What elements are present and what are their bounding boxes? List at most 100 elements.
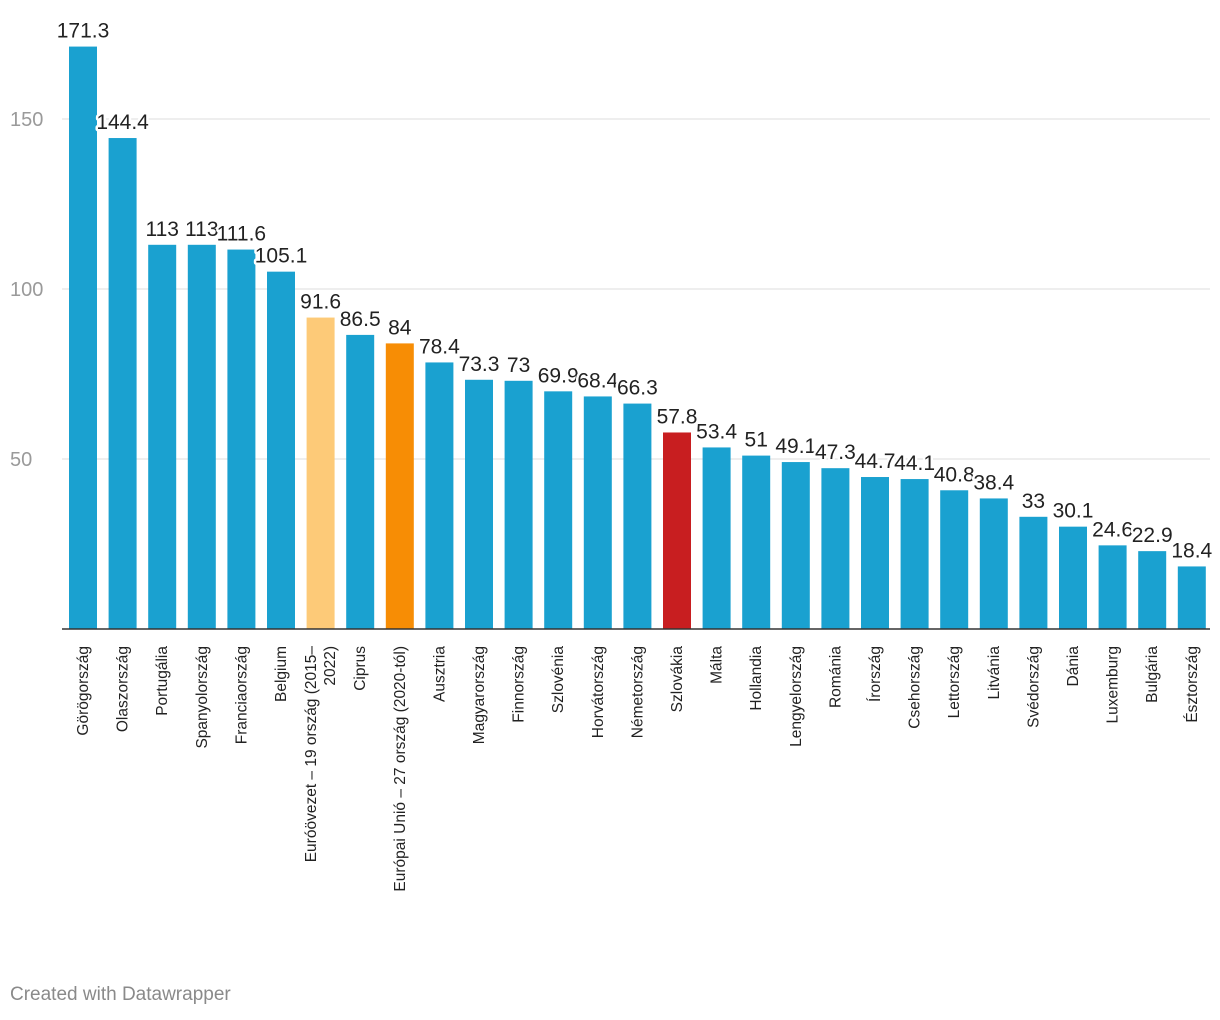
x-tick-label-line: Lettország xyxy=(946,646,963,718)
x-tick-label-line: Csehország xyxy=(907,646,924,729)
value-label: 78.4 xyxy=(419,335,460,358)
x-tick-label: Portugália xyxy=(154,646,171,716)
bar-2[interactable] xyxy=(108,138,137,630)
value-label: 69.9 xyxy=(538,364,579,387)
value-label: 53.4 xyxy=(696,420,737,443)
x-tick-label-line: Hollandia xyxy=(748,646,765,711)
bar-29[interactable] xyxy=(1177,566,1206,629)
x-tick-label: Olaszország xyxy=(115,646,132,732)
value-label: 171.3 xyxy=(57,20,110,43)
bar-10[interactable] xyxy=(425,362,454,629)
x-tick-label-line: Ausztria xyxy=(431,646,448,702)
bars xyxy=(69,46,1206,630)
y-tick-label: 50 xyxy=(10,449,32,471)
value-label: 40.8 xyxy=(934,463,975,486)
x-tick-label-line: Európai Unió – 27 ország (2020-tól) xyxy=(392,646,409,892)
x-tick-label-line: Magyarország xyxy=(471,646,488,744)
value-label: 105.1 xyxy=(255,245,308,268)
x-tick-label-line: Svédország xyxy=(1025,646,1042,728)
bar-19[interactable] xyxy=(781,462,810,629)
bar-20[interactable] xyxy=(821,468,850,629)
x-tick-label: Szlovákia xyxy=(669,646,686,713)
value-label: 84 xyxy=(388,316,412,339)
value-label: 66.3 xyxy=(617,377,658,400)
bar-12[interactable] xyxy=(504,380,533,629)
x-tick-label: Németország xyxy=(629,646,646,738)
x-tick-label-line: Írország xyxy=(867,646,884,702)
value-label: 73 xyxy=(507,354,530,377)
value-label: 113 xyxy=(145,218,178,241)
x-tick-label-line: Olaszország xyxy=(115,646,132,732)
x-tick-label-line: Euróövezet – 19 ország (2015– xyxy=(303,646,320,863)
x-tick-label-line: Portugália xyxy=(154,646,171,716)
x-tick-label-line: Szlovákia xyxy=(669,646,686,713)
bar-13[interactable] xyxy=(544,391,573,629)
bar-15[interactable] xyxy=(623,403,652,629)
value-label: 22.9 xyxy=(1132,524,1173,547)
bar-9[interactable] xyxy=(385,343,414,629)
bar-26[interactable] xyxy=(1059,526,1087,629)
value-label: 30.1 xyxy=(1053,500,1094,523)
bar-28[interactable] xyxy=(1138,551,1167,629)
axes: 50 100 150 Görögország Olaszország Portugália… xyxy=(10,109,1210,892)
x-tick-label: Litvánia xyxy=(986,646,1003,700)
y-tick-label: 150 xyxy=(10,109,43,131)
x-tick-label: Magyarország xyxy=(471,646,488,744)
x-tick-label: Észtország xyxy=(1184,646,1201,723)
value-label: 18.4 xyxy=(1171,539,1212,562)
x-tick-label: Dánia xyxy=(1065,646,1082,687)
bar-24[interactable] xyxy=(979,498,1008,629)
x-tick-label-line: Észtország xyxy=(1184,646,1201,723)
bar-11[interactable] xyxy=(465,379,493,629)
x-tick-label-line: Spanyolország xyxy=(194,646,211,749)
x-tick-label-line: Románia xyxy=(827,646,844,708)
x-tick-label-line: Franciaország xyxy=(233,646,250,744)
x-tick-label-line: Finnország xyxy=(511,646,528,723)
bar-22[interactable] xyxy=(900,479,929,629)
x-tick-label: Bulgária xyxy=(1144,646,1161,703)
value-label: 44.1 xyxy=(894,452,935,475)
bar-7[interactable] xyxy=(306,317,335,629)
x-tick-label-line: Németország xyxy=(629,646,646,738)
bar-1[interactable] xyxy=(69,46,97,629)
bar-14[interactable] xyxy=(583,396,612,629)
x-tick-label: Lengyelország xyxy=(788,646,805,747)
bar-3[interactable] xyxy=(148,244,177,630)
x-tick-label: Románia xyxy=(827,646,844,708)
bar-23[interactable] xyxy=(940,490,969,629)
value-label: 47.3 xyxy=(815,441,856,464)
x-tick-label: Svédország xyxy=(1025,646,1042,728)
bar-4[interactable] xyxy=(187,244,216,630)
x-tick-label-line: Bulgária xyxy=(1144,646,1161,703)
x-tick-label-line: 2022) xyxy=(322,646,339,686)
x-tick-label-line: Málta xyxy=(709,646,726,684)
value-label: 111.6 xyxy=(217,223,266,246)
x-tick-label-line: Lengyelország xyxy=(788,646,805,747)
value-label: 44.7 xyxy=(855,450,896,473)
x-tick-label: Szlovénia xyxy=(550,646,567,714)
value-label: 73.3 xyxy=(459,353,500,376)
x-tick-label-line: Ciprus xyxy=(352,646,369,691)
x-tick-label: Európai Unió – 27 ország (2020-tól) xyxy=(392,646,409,892)
bar-21[interactable] xyxy=(861,477,889,629)
bar-16[interactable] xyxy=(663,432,691,629)
x-tick-label: Spanyolország xyxy=(194,646,211,749)
x-tick-label: Ausztria xyxy=(431,646,448,702)
value-label: 51 xyxy=(745,429,768,452)
value-label: 49.1 xyxy=(775,435,816,458)
bar-27[interactable] xyxy=(1098,545,1127,629)
value-label: 144.4 xyxy=(96,111,149,134)
x-tick-label-line: Görögország xyxy=(75,646,92,736)
bar-18[interactable] xyxy=(742,455,771,629)
bar-25[interactable] xyxy=(1019,516,1048,629)
value-label: 91.6 xyxy=(300,291,341,314)
x-tick-label-line: Horvátország xyxy=(590,646,607,738)
value-label: 38.4 xyxy=(973,471,1014,494)
bar-5[interactable] xyxy=(227,249,256,629)
bar-8[interactable] xyxy=(346,334,375,629)
datawrapper-credit[interactable]: Created with Datawrapper xyxy=(10,984,231,1005)
bar-17[interactable] xyxy=(702,447,731,629)
value-label: 33 xyxy=(1022,490,1045,513)
bar-6[interactable] xyxy=(267,271,295,629)
x-tick-label: Finnország xyxy=(511,646,528,723)
